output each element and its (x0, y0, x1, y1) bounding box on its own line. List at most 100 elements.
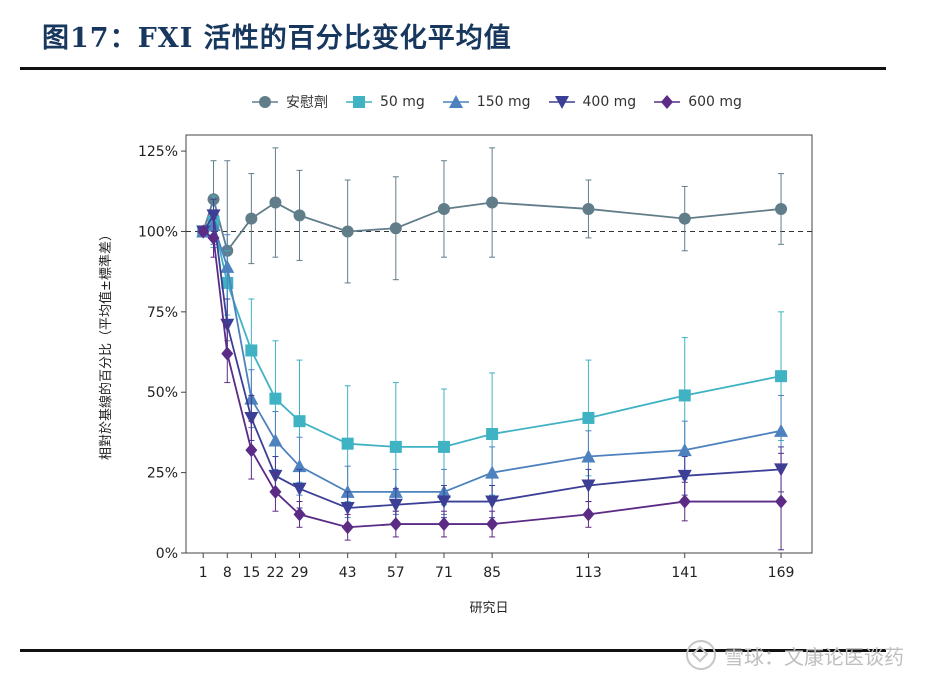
data-point (581, 449, 596, 463)
legend-marker-icon (442, 95, 469, 108)
data-point (678, 212, 691, 225)
data-point (775, 370, 788, 383)
data-point (206, 209, 221, 223)
legend-label: 150 mg (476, 94, 531, 110)
x-tick-label: 85 (483, 565, 501, 581)
data-point (207, 230, 220, 245)
x-tick-label: 141 (671, 565, 698, 581)
x-tick-label: 29 (291, 565, 309, 581)
figure-title: 图17：FXI 活性的百分比变化平均值 (42, 23, 512, 54)
legend-marker (554, 96, 569, 109)
data-point (293, 415, 306, 428)
data-point (677, 443, 692, 457)
snowball-logo-icon (686, 640, 716, 670)
x-tick-label: 169 (768, 565, 795, 581)
y-tick-label: 125% (138, 144, 178, 160)
data-point (245, 344, 258, 357)
y-tick-label: 50% (147, 385, 178, 401)
legend-item: 400 mg (548, 94, 637, 110)
x-tick-label: 113 (575, 565, 602, 581)
legend: 安慰劑 50 mg 150 mg 400 mg 600 mg (252, 91, 760, 113)
legend-item: 150 mg (442, 94, 531, 110)
data-point (678, 389, 691, 402)
x-tick-label: 22 (267, 565, 285, 581)
data-point (775, 202, 788, 215)
legend-marker-icon (548, 96, 575, 109)
legend-marker (448, 95, 463, 108)
data-point (341, 225, 354, 238)
data-point (389, 440, 402, 453)
data-point (486, 517, 499, 532)
data-point (436, 495, 451, 509)
legend-marker-icon (654, 95, 681, 109)
data-point (293, 507, 306, 522)
data-point (269, 392, 282, 405)
data-point (341, 520, 354, 535)
x-tick-label: 71 (435, 565, 453, 581)
data-point (485, 465, 500, 479)
series-安慰劑 (197, 147, 788, 342)
data-point (582, 507, 595, 522)
bottom-rule (20, 649, 886, 652)
data-point (486, 428, 499, 441)
data-point (437, 440, 450, 453)
top-rule (20, 67, 886, 70)
data-point (269, 196, 282, 209)
data-point (341, 437, 354, 450)
legend-item: 安慰劑 (252, 92, 328, 112)
data-point (268, 433, 283, 447)
legend-label: 600 mg (688, 94, 742, 110)
data-point (485, 495, 500, 509)
legend-marker (353, 96, 365, 108)
data-point (389, 517, 402, 532)
x-tick-label: 8 (223, 565, 232, 581)
x-tick-label: 43 (339, 565, 357, 581)
data-point (388, 498, 403, 512)
data-point (581, 479, 596, 493)
legend-marker-icon (252, 96, 278, 108)
plot-frame (185, 134, 813, 554)
data-point (293, 209, 306, 222)
legend-label: 安慰劑 (286, 95, 328, 111)
y-tick-label: 75% (147, 305, 178, 321)
data-point (486, 196, 499, 209)
data-point (292, 482, 307, 496)
data-point (389, 222, 402, 235)
legend-item: 50 mg (346, 94, 425, 110)
x-tick-label: 57 (387, 565, 405, 581)
legend-item: 600 mg (654, 94, 742, 110)
data-point (245, 443, 258, 458)
y-tick-label: 25% (147, 466, 178, 482)
data-point (775, 494, 788, 509)
y-tick-label: 100% (138, 224, 178, 240)
data-point (197, 224, 210, 239)
watermark-text: 雪球：文康论医谈药 (724, 644, 904, 669)
x-tick-label: 1 (199, 565, 208, 581)
data-point (221, 346, 234, 361)
data-point (582, 411, 595, 424)
x-axis-label: 研究日 (469, 601, 508, 616)
data-point (244, 411, 259, 425)
legend-label: 400 mg (582, 94, 637, 110)
y-axis-label: 相對於基線的百分比（平均值±標準差） (98, 228, 114, 460)
watermark: 雪球：文康论医谈药 (686, 640, 904, 670)
legend-label: 50 mg (380, 94, 425, 110)
x-tick-label: 15 (242, 565, 260, 581)
legend-marker (661, 95, 674, 109)
data-point (677, 469, 692, 483)
legend-marker-icon (346, 96, 372, 108)
data-point (292, 459, 307, 473)
y-tick-label: 0% (156, 546, 178, 562)
data-point (245, 212, 258, 225)
legend-marker (259, 96, 271, 108)
data-point (437, 517, 450, 532)
data-point (269, 484, 282, 499)
data-point (678, 494, 691, 509)
data-point (437, 202, 450, 215)
data-point (340, 501, 355, 515)
series-600-mg (197, 218, 788, 551)
data-point (220, 259, 235, 273)
data-point (774, 423, 789, 437)
data-point (582, 202, 595, 215)
